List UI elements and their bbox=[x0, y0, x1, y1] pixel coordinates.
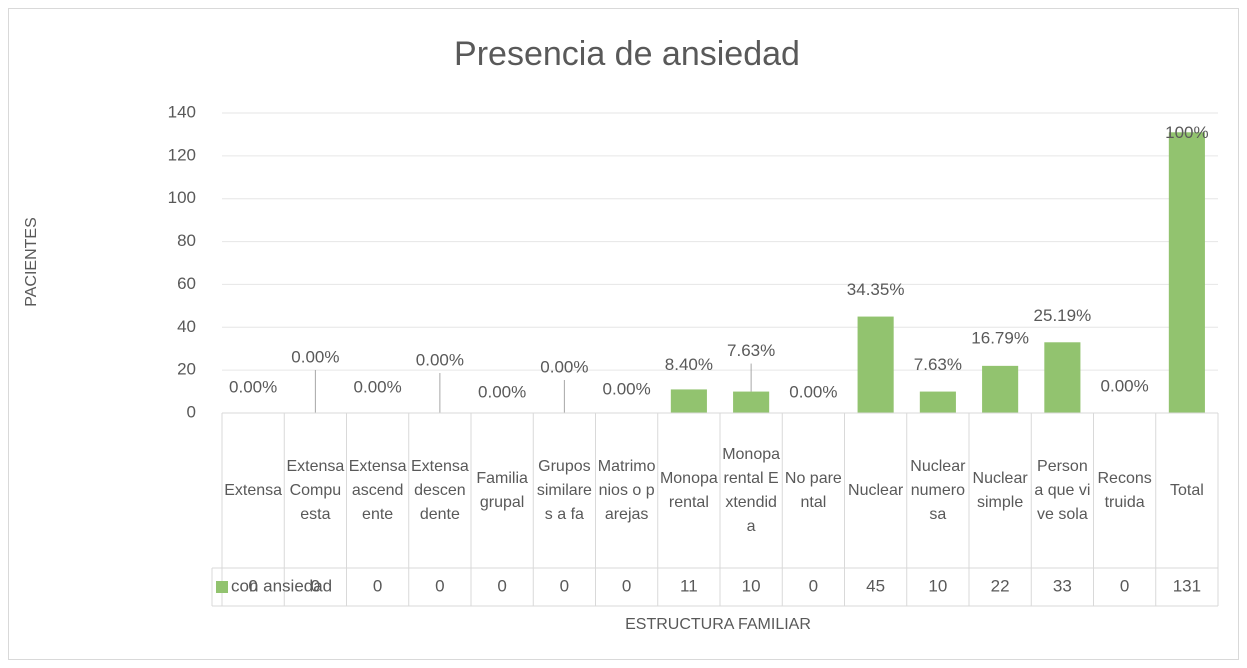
category-label: Nuclear numerosa bbox=[910, 457, 966, 523]
data-label: 0.00% bbox=[416, 350, 464, 369]
y-tick-label: 60 bbox=[177, 274, 196, 293]
table-value: 0 bbox=[497, 576, 506, 595]
data-label: 16.79% bbox=[971, 328, 1029, 347]
y-tick-label: 140 bbox=[168, 102, 196, 121]
data-label: 0.00% bbox=[229, 377, 277, 396]
data-label: 0.00% bbox=[540, 357, 588, 376]
table-value: 131 bbox=[1173, 576, 1201, 595]
table-value: 10 bbox=[742, 576, 761, 595]
data-label: 7.63% bbox=[914, 355, 962, 374]
bar bbox=[1044, 342, 1081, 413]
data-label: 0.00% bbox=[291, 347, 339, 366]
category-label: Nuclear bbox=[848, 481, 904, 499]
table-value: 0 bbox=[809, 576, 818, 595]
bar bbox=[982, 365, 1019, 413]
y-tick-label: 100 bbox=[168, 188, 196, 207]
category-label: Monoparental bbox=[659, 469, 718, 511]
legend-label: con ansiedad bbox=[231, 576, 332, 595]
data-label: 0.00% bbox=[354, 377, 402, 396]
category-label: Extensa ascendente bbox=[348, 457, 407, 523]
table-value: 0 bbox=[435, 576, 444, 595]
category-label: Nuclear simple bbox=[972, 469, 1028, 511]
category-label: No parental bbox=[784, 469, 842, 511]
category-label: Monoparental Extendida bbox=[722, 445, 781, 535]
bar bbox=[857, 316, 894, 413]
table-value: 45 bbox=[866, 576, 885, 595]
table-value: 0 bbox=[1120, 576, 1129, 595]
bar bbox=[670, 389, 707, 413]
table-value: 0 bbox=[373, 576, 382, 595]
data-label: 0.00% bbox=[603, 379, 651, 398]
table-value: 0 bbox=[311, 576, 320, 595]
bar bbox=[1168, 132, 1205, 414]
data-label: 25.19% bbox=[1034, 306, 1092, 325]
category-label: Familia grupal bbox=[476, 469, 528, 511]
chart-title: Presencia de ansiedad bbox=[454, 35, 800, 73]
y-tick-label: 40 bbox=[177, 317, 196, 336]
y-tick-label: 80 bbox=[177, 231, 196, 250]
data-label: 7.63% bbox=[727, 341, 775, 360]
y-tick-label: 0 bbox=[187, 402, 196, 421]
category-label: Matrimonios o parejas bbox=[597, 457, 656, 523]
category-label: Total bbox=[1169, 481, 1204, 499]
y-axis-label: PACIENTES bbox=[23, 217, 40, 307]
category-label: Grupos similares a fa bbox=[536, 457, 592, 523]
table-value: 22 bbox=[991, 576, 1010, 595]
bar bbox=[919, 391, 956, 413]
data-label: 34.35% bbox=[847, 280, 905, 299]
category-label: Extensa Compuesta bbox=[286, 457, 345, 523]
legend-swatch bbox=[216, 581, 228, 593]
table-value: 33 bbox=[1053, 576, 1072, 595]
bar bbox=[733, 391, 770, 413]
data-label: 8.40% bbox=[665, 355, 713, 374]
table-value: 0 bbox=[248, 576, 257, 595]
data-label: 100% bbox=[1165, 123, 1208, 142]
data-label: 0.00% bbox=[478, 382, 526, 401]
category-label: Extensa bbox=[224, 481, 283, 499]
category-label: Persona que vive sola bbox=[1034, 457, 1091, 523]
data-label: 0.00% bbox=[789, 382, 837, 401]
category-label: Reconstruida bbox=[1097, 469, 1152, 511]
data-label: 0.00% bbox=[1101, 376, 1149, 395]
table-value: 0 bbox=[560, 576, 569, 595]
category-label: Extensa descendente bbox=[410, 457, 469, 523]
table-value: 10 bbox=[928, 576, 947, 595]
table-value: 11 bbox=[680, 576, 698, 595]
y-tick-label: 20 bbox=[177, 360, 196, 379]
y-tick-label: 120 bbox=[168, 145, 196, 164]
chart-border bbox=[8, 8, 1239, 660]
table-value: 0 bbox=[622, 576, 631, 595]
x-axis-label: ESTRUCTURA FAMILIAR bbox=[625, 616, 811, 633]
